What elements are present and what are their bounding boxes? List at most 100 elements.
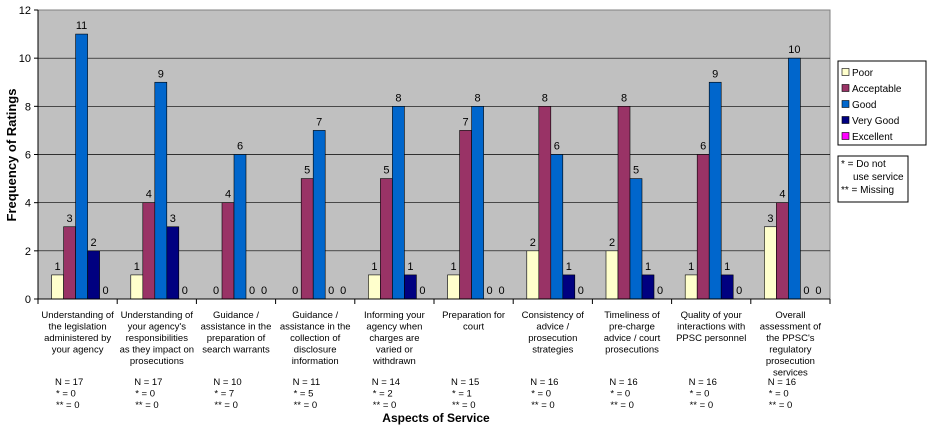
data-label: 0 bbox=[213, 285, 219, 297]
data-label: 8 bbox=[542, 92, 548, 104]
data-label: 0 bbox=[103, 285, 109, 297]
category-note: N = 16 * = 0 ** = 0 bbox=[530, 377, 558, 411]
bar-good bbox=[312, 130, 326, 300]
category-note: N = 17 * = 0 ** = 0 bbox=[134, 377, 162, 411]
data-label: 0 bbox=[261, 285, 267, 297]
data-label: 4 bbox=[146, 189, 152, 201]
category-label: Timeliness of pre-charge advice / court pro… bbox=[604, 310, 661, 356]
category-label: Overall assessment of the PPSC's regulatory… bbox=[760, 310, 822, 379]
data-label: 0 bbox=[578, 285, 584, 297]
data-label: 0 bbox=[328, 285, 334, 297]
data-label: 2 bbox=[609, 237, 615, 249]
y-tick-label: 12 bbox=[19, 5, 31, 17]
key-note-box bbox=[837, 155, 909, 203]
category-note: N = 11 * = 5 ** = 0 bbox=[293, 377, 321, 411]
data-label: 8 bbox=[395, 92, 401, 104]
data-label: 0 bbox=[182, 285, 188, 297]
data-label: 9 bbox=[712, 68, 718, 80]
y-axis-title: Frequency of Ratings bbox=[4, 89, 19, 222]
category-label: Understanding of your agency's responsibil… bbox=[120, 310, 194, 367]
bar-very-good bbox=[404, 274, 417, 300]
data-label: 7 bbox=[463, 116, 469, 128]
category-note: N = 10 * = 7 ** = 0 bbox=[213, 377, 241, 411]
legend-swatch bbox=[841, 100, 850, 108]
data-label: 6 bbox=[554, 141, 560, 153]
data-label: 1 bbox=[371, 261, 377, 273]
bar-very-good bbox=[166, 226, 180, 300]
legend: Poor Acceptable Good Very Good Excellent bbox=[837, 60, 927, 146]
bar-acceptable bbox=[776, 202, 789, 300]
bar-good bbox=[154, 81, 168, 300]
category-note: N = 16 * = 0 ** = 0 bbox=[768, 377, 796, 411]
data-label: 0 bbox=[499, 285, 505, 297]
bar-poor bbox=[51, 274, 64, 300]
legend-label: Very Good bbox=[852, 116, 899, 127]
bar-acceptable bbox=[63, 226, 76, 300]
y-tick-label: 2 bbox=[25, 246, 31, 258]
data-label: 10 bbox=[788, 44, 800, 56]
data-label: 4 bbox=[225, 189, 231, 201]
bar-poor bbox=[130, 274, 144, 300]
category-label: Consistency of advice / prosecution strateg… bbox=[522, 310, 585, 356]
bar-poor bbox=[764, 226, 777, 300]
category-note: N = 15 * = 1 ** = 0 bbox=[451, 377, 479, 411]
bar-good bbox=[550, 154, 564, 300]
data-label: 2 bbox=[91, 237, 97, 249]
x-axis-title: Aspects of Service bbox=[382, 411, 490, 425]
y-tick-label: 6 bbox=[25, 150, 31, 162]
data-label: 6 bbox=[237, 141, 243, 153]
bar-good bbox=[788, 57, 801, 300]
data-label: 0 bbox=[803, 285, 809, 297]
bar-acceptable bbox=[221, 202, 235, 300]
data-label: 5 bbox=[304, 165, 310, 177]
bar-good bbox=[471, 106, 484, 300]
data-label: 0 bbox=[249, 285, 255, 297]
category-note: N = 17 * = 0 ** = 0 bbox=[55, 377, 83, 411]
key-note-line: * = Do not bbox=[841, 159, 886, 170]
bar-good bbox=[708, 81, 722, 300]
bar-very-good bbox=[87, 250, 100, 300]
bar-good bbox=[233, 154, 247, 300]
data-label: 1 bbox=[451, 261, 457, 273]
y-tick-label: 8 bbox=[25, 101, 31, 113]
data-label: 1 bbox=[645, 261, 651, 273]
bar-very-good bbox=[720, 274, 734, 300]
bar-good bbox=[629, 178, 643, 300]
data-label: 3 bbox=[767, 213, 773, 225]
data-label: 0 bbox=[340, 285, 346, 297]
data-label: 1 bbox=[407, 261, 413, 273]
category-label: Quality of your interactions with PPSC per… bbox=[676, 310, 746, 344]
key-note-line: use service bbox=[853, 172, 904, 183]
legend-label: Acceptable bbox=[852, 84, 902, 95]
legend-swatch bbox=[841, 68, 850, 76]
data-label: 3 bbox=[67, 213, 73, 225]
category-label: Informing your agency when charges are vari… bbox=[364, 310, 425, 367]
data-label: 9 bbox=[158, 68, 164, 80]
key-note-line: ** = Missing bbox=[841, 185, 894, 196]
data-label: 1 bbox=[724, 261, 730, 273]
data-label: 8 bbox=[621, 92, 627, 104]
category-note: N = 14 * = 2 ** = 0 bbox=[372, 377, 400, 411]
bar-poor bbox=[526, 250, 540, 300]
bar-poor bbox=[684, 274, 698, 300]
data-label: 0 bbox=[419, 285, 425, 297]
bar-very-good bbox=[562, 274, 576, 300]
bar-poor bbox=[447, 274, 460, 300]
legend-box bbox=[837, 60, 927, 146]
data-label: 1 bbox=[566, 261, 572, 273]
bar-acceptable bbox=[617, 106, 631, 300]
data-label: 0 bbox=[815, 285, 821, 297]
bar-acceptable bbox=[538, 106, 552, 300]
data-label: 0 bbox=[487, 285, 493, 297]
legend-label: Poor bbox=[852, 68, 874, 79]
bar-very-good bbox=[641, 274, 655, 300]
data-label: 1 bbox=[55, 261, 61, 273]
data-label: 0 bbox=[736, 285, 742, 297]
data-label: 0 bbox=[292, 285, 298, 297]
bar-good bbox=[75, 33, 88, 300]
y-tick-label: 4 bbox=[25, 198, 31, 210]
data-label: 8 bbox=[475, 92, 481, 104]
data-label: 11 bbox=[76, 20, 87, 32]
data-label: 6 bbox=[700, 141, 706, 153]
